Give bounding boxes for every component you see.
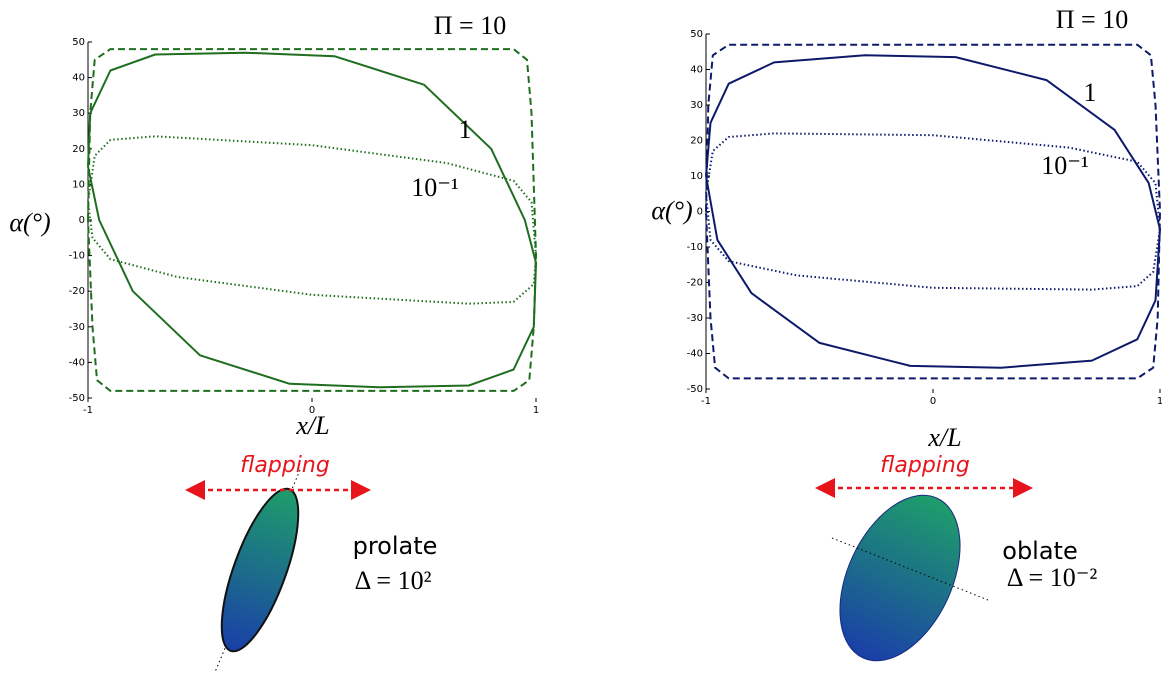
loop-curve <box>87 51 537 389</box>
y-tick-label: -30 <box>69 322 85 333</box>
curve-label: 1 <box>459 115 472 144</box>
curve-label: 1 <box>1084 78 1097 107</box>
y-tick-label: -20 <box>69 286 85 297</box>
curve-label: 10⁻¹ <box>1041 151 1089 180</box>
shape-label: oblate <box>1002 537 1077 565</box>
x-tick-label: -1 <box>701 396 711 407</box>
y-tick-label: 40 <box>72 73 85 84</box>
y-tick-label: -50 <box>69 393 85 404</box>
y-tick-label: -40 <box>687 349 703 360</box>
y-tick-label: 10 <box>690 171 703 182</box>
x-tick-label: -1 <box>83 405 93 416</box>
y-tick-label: 30 <box>72 108 85 119</box>
motion-label: flapping <box>240 453 330 478</box>
y-tick-label: 20 <box>72 144 85 155</box>
y-tick-label: -30 <box>687 313 703 324</box>
aspect-label: Δ = 10² <box>355 566 432 595</box>
y-tick-label: -20 <box>687 278 703 289</box>
oblate-body <box>831 494 989 662</box>
y-axis-label: α(°) <box>9 208 50 237</box>
x-axis-label: x/L <box>295 411 329 440</box>
y-axis-label: α(°) <box>651 196 692 225</box>
prolate-body <box>214 469 301 673</box>
curve-label: Π = 10 <box>434 11 506 40</box>
y-tick-label: 0 <box>697 207 703 218</box>
y-tick-label: -50 <box>687 384 703 395</box>
loop-curve <box>705 54 1161 369</box>
curve-label: Π = 10 <box>1056 5 1128 34</box>
y-tick-label: 50 <box>72 37 85 48</box>
x-tick-label: 1 <box>1157 396 1162 407</box>
y-tick-label: 30 <box>690 100 703 111</box>
y-tick-label: 20 <box>690 136 703 147</box>
shape-label: prolate <box>353 532 438 560</box>
curve-label: 10⁻¹ <box>411 173 459 202</box>
y-tick-label: -10 <box>69 251 85 262</box>
loop-curve <box>87 135 537 305</box>
loop-curve <box>705 43 1161 380</box>
motion-label: flapping <box>880 453 970 478</box>
x-tick-label: 1 <box>533 405 539 416</box>
x-tick-label: 0 <box>930 396 936 407</box>
loop-curve <box>705 132 1161 291</box>
y-tick-label: 10 <box>72 179 85 190</box>
y-tick-label: 0 <box>79 215 85 226</box>
aspect-label: Δ = 10⁻² <box>1007 563 1098 592</box>
y-tick-label: -40 <box>69 357 85 368</box>
y-tick-label: 50 <box>690 29 703 40</box>
y-tick-label: -10 <box>687 242 703 253</box>
x-tick-label: 0 <box>309 405 315 416</box>
x-axis-label: x/L <box>927 423 961 452</box>
loop-curve <box>87 48 537 392</box>
y-tick-label: 40 <box>690 65 703 76</box>
